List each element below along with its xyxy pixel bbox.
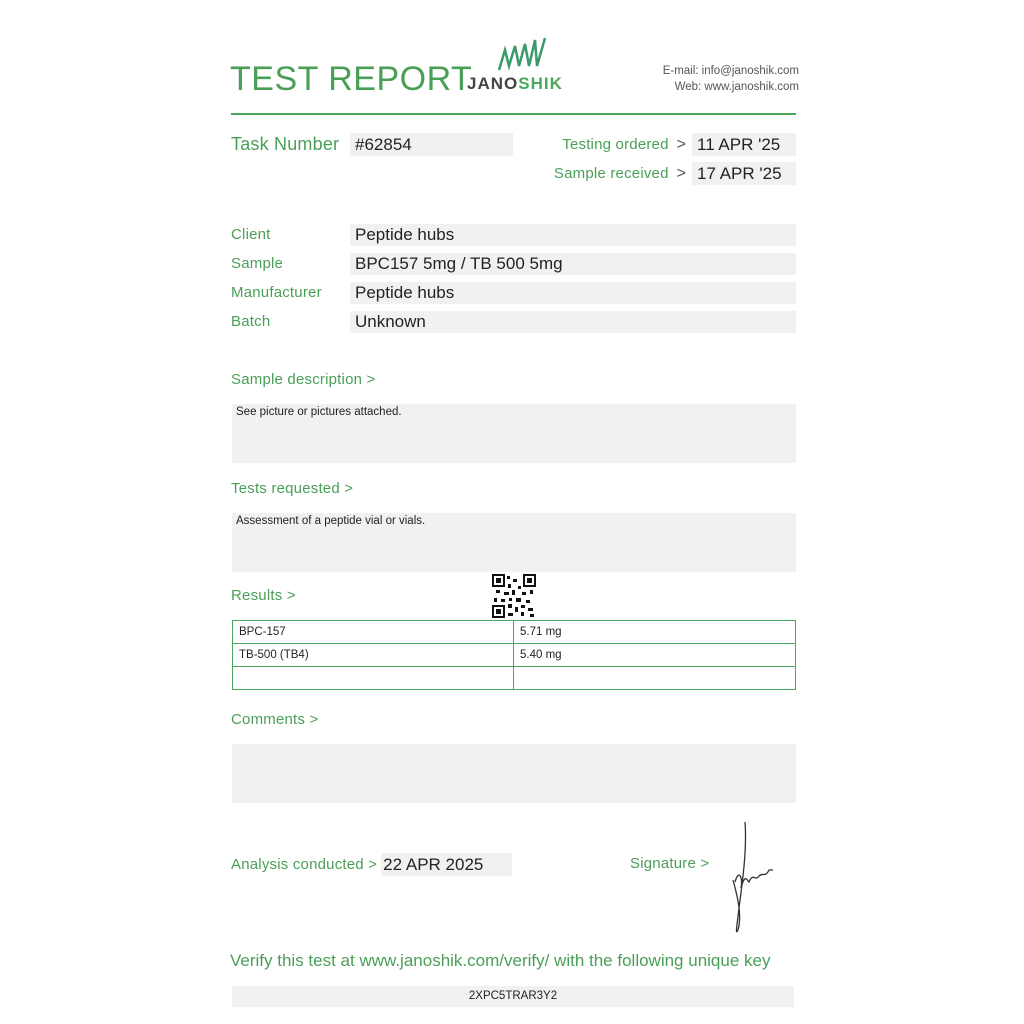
arrow: > bbox=[676, 135, 686, 153]
result-amount: 5.40 mg bbox=[513, 643, 796, 667]
table-row: TB-500 (TB4) 5.40 mg bbox=[232, 643, 796, 667]
testing-ordered-field: 11 APR '25 bbox=[692, 133, 796, 156]
web-text: Web: www.janoshik.com bbox=[674, 81, 799, 93]
logo-text-dark: JANO bbox=[467, 74, 519, 93]
qr-code-icon bbox=[492, 574, 536, 618]
verify-text: Verify this test at www.janoshik.com/ver… bbox=[230, 951, 771, 970]
unique-key-field: 2XPC5TRAR3Y2 bbox=[232, 986, 794, 1007]
report-title: TEST REPORT bbox=[230, 60, 473, 98]
comments-label: Comments > bbox=[231, 711, 319, 728]
sample-received-label: Sample received bbox=[553, 165, 669, 182]
result-amount: 5.71 mg bbox=[513, 620, 796, 644]
batch-label: Batch bbox=[231, 313, 271, 330]
tests-requested-label: Tests requested > bbox=[231, 480, 354, 497]
sample-received-row: Sample received > 17 APR '25 bbox=[554, 162, 796, 185]
task-number-value: #62854 bbox=[355, 134, 412, 154]
signature-image bbox=[732, 821, 773, 933]
sample-description-box: See picture or pictures attached. bbox=[232, 404, 796, 463]
header-divider bbox=[231, 113, 796, 115]
results-label: Results > bbox=[231, 587, 296, 604]
sample-received-field: 17 APR '25 bbox=[692, 162, 796, 185]
task-number-label: Task Number bbox=[231, 134, 340, 154]
sample-value: BPC157 5mg / TB 500 5mg bbox=[355, 254, 563, 273]
testing-ordered-row: Testing ordered > 11 APR '25 bbox=[562, 133, 796, 156]
email-text: E-mail: info@janoshik.com bbox=[662, 65, 799, 77]
batch-value: Unknown bbox=[355, 312, 426, 331]
analysis-row: Analysis conducted > 22 APR 2025 bbox=[231, 853, 513, 876]
logo-text-green: SHIK bbox=[518, 74, 563, 93]
logo-chart-icon bbox=[497, 37, 547, 71]
sample-field: BPC157 5mg / TB 500 5mg bbox=[350, 253, 796, 275]
result-compound bbox=[232, 666, 514, 690]
results-table: BPC-157 5.71 mg TB-500 (TB4) 5.40 mg bbox=[232, 620, 796, 690]
analysis-date-field: 22 APR 2025 bbox=[381, 853, 513, 876]
tests-requested-box: Assessment of a peptide vial or vials. bbox=[232, 513, 796, 572]
comments-box bbox=[232, 744, 796, 803]
sample-description-label: Sample description > bbox=[231, 371, 376, 388]
table-row bbox=[232, 666, 796, 690]
client-value: Peptide hubs bbox=[355, 225, 455, 244]
task-number-field: #62854 bbox=[350, 133, 513, 156]
result-compound: BPC-157 bbox=[232, 620, 514, 644]
client-field: Peptide hubs bbox=[350, 224, 796, 246]
arrow: > bbox=[676, 164, 686, 182]
manufacturer-label: Manufacturer bbox=[231, 284, 322, 301]
sample-received-value: 17 APR '25 bbox=[697, 163, 782, 183]
task-number-row: Task Number #62854 bbox=[231, 133, 513, 156]
sample-label: Sample bbox=[231, 255, 284, 272]
client-label: Client bbox=[231, 226, 271, 243]
signature-label: Signature > bbox=[630, 855, 710, 872]
table-row: BPC-157 5.71 mg bbox=[232, 620, 796, 644]
batch-field: Unknown bbox=[350, 311, 796, 333]
tests-requested-text: Assessment of a peptide vial or vials. bbox=[236, 515, 426, 527]
testing-ordered-label: Testing ordered bbox=[562, 136, 669, 153]
unique-key-value: 2XPC5TRAR3Y2 bbox=[468, 990, 558, 1002]
testing-ordered-value: 11 APR '25 bbox=[697, 134, 781, 154]
result-compound: TB-500 (TB4) bbox=[232, 643, 514, 667]
manufacturer-value: Peptide hubs bbox=[355, 283, 455, 302]
janoshik-logo: JANOSHIK bbox=[467, 36, 567, 96]
result-amount bbox=[513, 666, 796, 690]
manufacturer-field: Peptide hubs bbox=[350, 282, 796, 304]
analysis-conducted-label: Analysis conducted > bbox=[231, 856, 378, 873]
analysis-date-value: 22 APR 2025 bbox=[383, 854, 484, 874]
sample-description-text: See picture or pictures attached. bbox=[236, 406, 402, 418]
